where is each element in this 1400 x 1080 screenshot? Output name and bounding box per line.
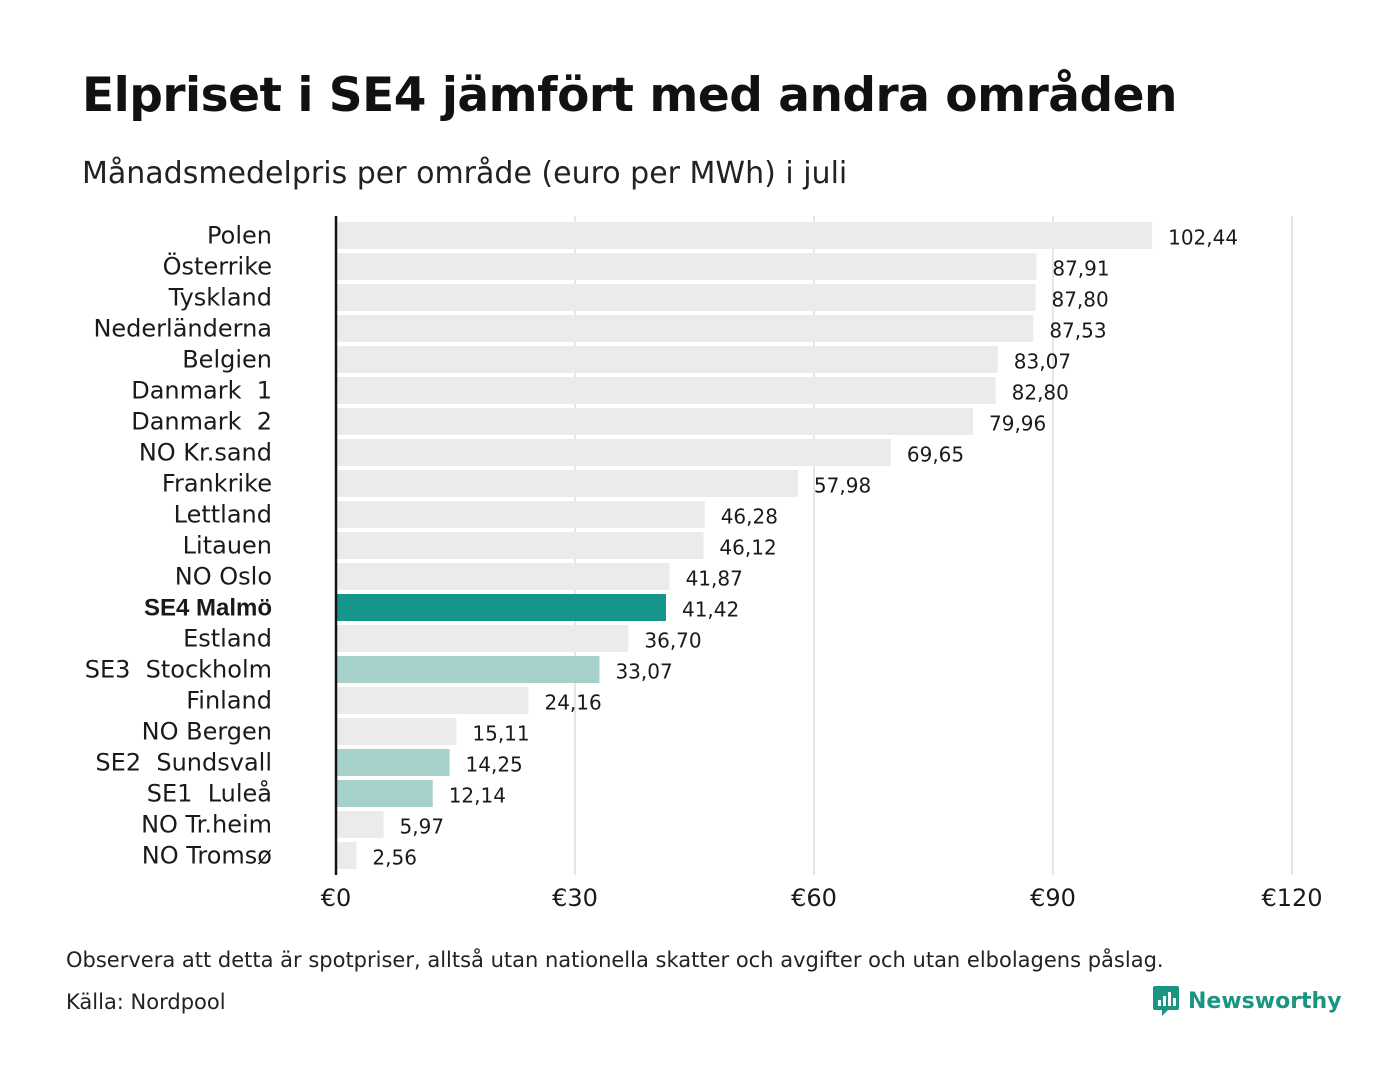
newsworthy-logo-icon [1153, 986, 1179, 1016]
source-note: Källa: Nordpool [66, 990, 226, 1014]
bar [336, 780, 433, 807]
bar [336, 563, 670, 590]
bar [336, 408, 974, 435]
footnote: Observera att detta är spotpriser, allts… [66, 948, 1164, 972]
category-label: Lettland [174, 501, 272, 529]
bar [336, 439, 891, 466]
bar [336, 377, 996, 404]
value-label: 36,70 [644, 629, 701, 653]
bar [336, 749, 450, 776]
value-label: 82,80 [1012, 381, 1069, 405]
value-label: 14,25 [466, 753, 523, 777]
value-label: 24,16 [544, 691, 601, 715]
value-label: 41,42 [682, 598, 739, 622]
bar [336, 718, 457, 745]
bar [336, 315, 1034, 342]
bar [336, 470, 798, 497]
bar [336, 284, 1036, 311]
value-label: 33,07 [615, 660, 672, 684]
value-label: 102,44 [1168, 226, 1238, 250]
category-label: SE1 Luleå [147, 779, 272, 808]
value-label: 12,14 [449, 784, 506, 808]
category-label: Litauen [183, 532, 272, 560]
bar [336, 253, 1037, 280]
chart-title: Elpriset i SE4 jämfört med andra områden [82, 68, 1177, 123]
value-label: 87,80 [1051, 288, 1108, 312]
value-label: 69,65 [907, 443, 964, 467]
brand-name: Newsworthy [1188, 988, 1342, 1014]
brand-logo: Newsworthy [1152, 984, 1342, 1018]
value-label: 46,12 [719, 536, 776, 560]
category-label: NO Tr.heim [141, 811, 272, 839]
value-label: 87,91 [1052, 257, 1109, 281]
category-label: Danmark 1 [131, 377, 272, 405]
category-label: Belgien [182, 346, 272, 374]
bar [336, 625, 629, 652]
category-label: NO Bergen [142, 718, 272, 746]
x-tick-label: €0 [321, 884, 352, 912]
bar-chart: Polen 102,44 Österrike 87,91 Tyskland 87,80 Ne… [85, 216, 1323, 912]
value-label: 46,28 [721, 505, 778, 529]
value-label: 57,98 [814, 474, 871, 498]
category-label: Estland [183, 625, 272, 653]
category-label: NO Oslo [175, 563, 272, 591]
value-label: 2,56 [372, 846, 417, 870]
bar [336, 687, 529, 714]
x-tick-label: €60 [791, 884, 837, 912]
category-label: Polen [207, 222, 272, 250]
chart-subtitle: Månadsmedelpris per område (euro per MWh… [82, 156, 848, 191]
value-label: 87,53 [1049, 319, 1106, 343]
bar [336, 501, 705, 528]
bar [336, 811, 384, 838]
bar [336, 594, 666, 621]
value-label: 5,97 [400, 815, 445, 839]
category-label: Finland [186, 687, 272, 715]
x-tick-label: €120 [1261, 884, 1322, 912]
category-label: Frankrike [162, 470, 272, 498]
x-tick-label: €30 [552, 884, 598, 912]
category-label: Nederländerna [93, 315, 272, 343]
bar [336, 842, 357, 869]
x-tick-label: €90 [1030, 884, 1076, 912]
bar [336, 656, 600, 683]
category-label: SE2 Sundsvall [95, 749, 272, 777]
value-label: 79,96 [989, 412, 1046, 436]
value-label: 83,07 [1014, 350, 1071, 374]
category-label: SE4 Malmö [144, 595, 272, 622]
category-label: Österrike [163, 252, 272, 281]
category-label: Danmark 2 [131, 408, 272, 436]
bar [336, 222, 1153, 249]
value-label: 41,87 [686, 567, 743, 591]
category-label: NO Tromsø [142, 842, 272, 870]
category-label: NO Kr.sand [139, 439, 272, 467]
category-label: Tyskland [168, 284, 272, 312]
category-label: SE3 Stockholm [85, 656, 272, 684]
value-label: 15,11 [472, 722, 529, 746]
bar [336, 532, 704, 559]
bar [336, 346, 998, 373]
